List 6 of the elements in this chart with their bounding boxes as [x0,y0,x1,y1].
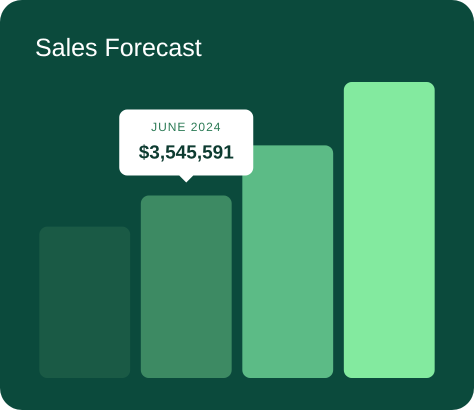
chart-title: Sales Forecast [35,34,202,63]
bar [344,82,435,378]
data-label: $3,545,591 [138,142,234,164]
bar [242,145,334,378]
annotation: JUNE 2024 [151,120,222,134]
bar [140,195,232,378]
